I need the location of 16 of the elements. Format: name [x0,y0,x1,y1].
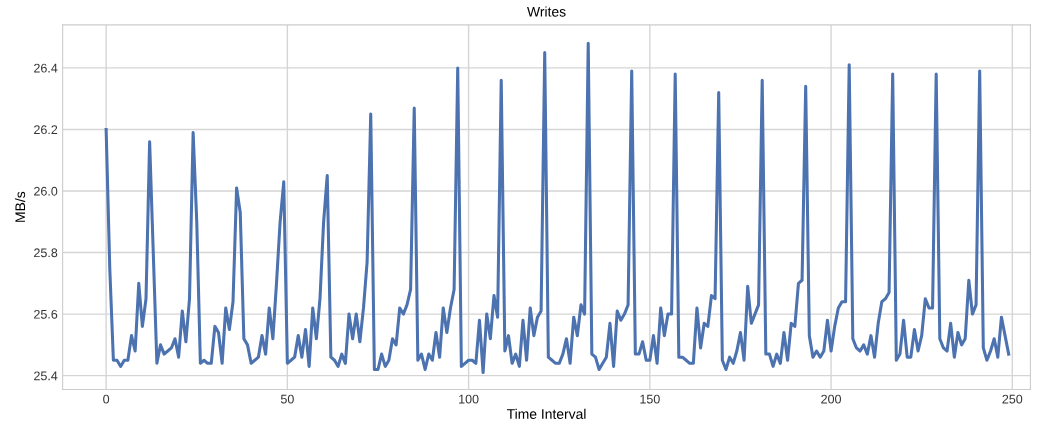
y-tick-label: 25.4 [34,371,58,381]
x-tick-label: 0 [103,394,110,404]
line-series [104,41,1011,375]
x-tick-label: 50 [280,394,294,404]
x-tick-label: 250 [1002,394,1023,404]
x-tick-label: 150 [640,394,660,404]
y-tick-label: 25.8 [34,248,58,258]
y-tick-label: 25.6 [34,309,58,319]
chart-title: Writes [527,6,566,17]
y-tick-label: 26.4 [34,63,58,73]
y-axis-title: MB/s [14,191,26,222]
x-tick-label: 100 [459,394,479,404]
y-tick-label: 26.2 [34,125,58,135]
x-tick-label: 200 [821,394,842,404]
x-axis-title: Time Interval [506,408,586,419]
y-tick-label: 26.0 [34,186,58,196]
